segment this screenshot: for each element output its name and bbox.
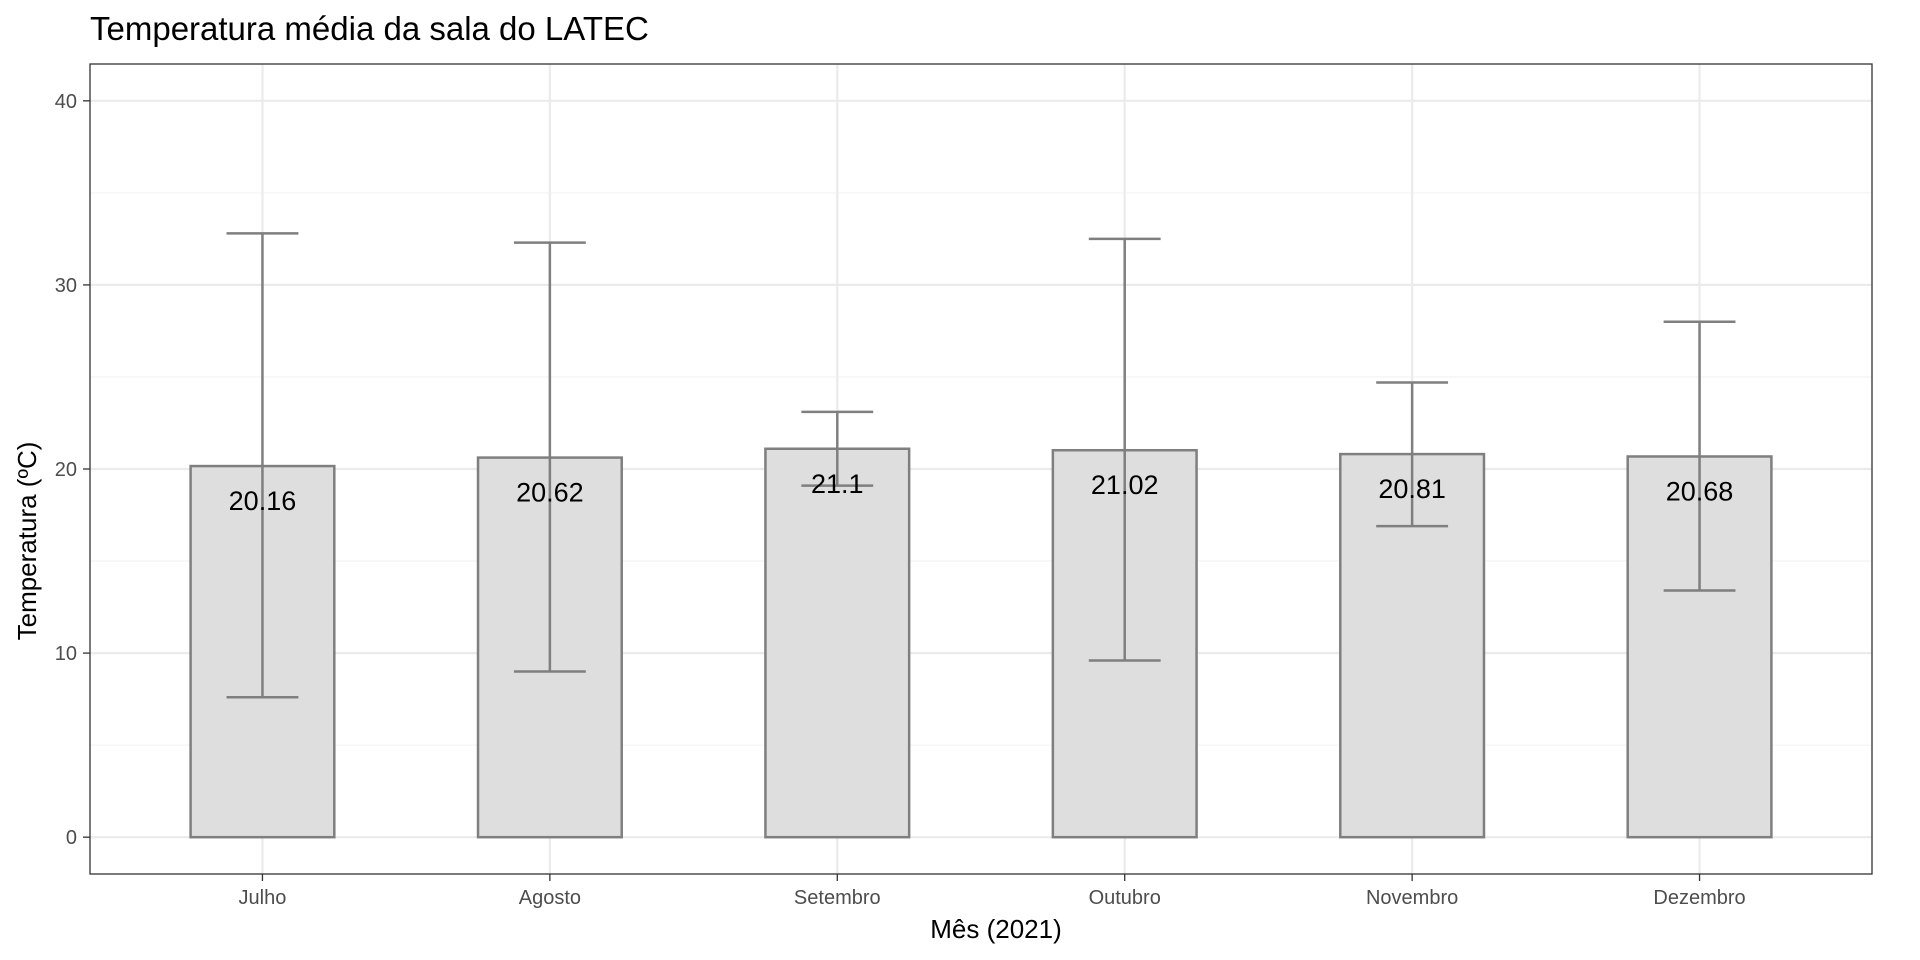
x-tick-label: Dezembro	[1653, 887, 1745, 909]
y-tick-label: 0	[66, 827, 77, 849]
x-tick-label: Outubro	[1089, 887, 1161, 909]
x-axis: Julho Agosto Setembro Outubro Novembro Dezemb…	[239, 874, 1746, 909]
error-bar	[1376, 381, 1449, 528]
error-bars	[226, 232, 1736, 699]
chart-title: Temperatura média da sala do LATEC	[90, 10, 649, 47]
y-tick-label: 10	[55, 643, 77, 665]
data-label: 20.68	[1666, 476, 1734, 506]
error-bar	[1663, 320, 1736, 592]
error-bar	[226, 232, 299, 699]
data-labels: 20.16 20.62 21.1 21.02 20.81 20.68	[229, 469, 1734, 516]
data-label: 21.1	[811, 469, 864, 499]
error-bar	[1088, 237, 1161, 662]
data-label: 20.81	[1378, 474, 1446, 504]
error-bar	[513, 241, 586, 673]
data-label: 20.62	[516, 478, 584, 508]
x-tick-label: Setembro	[794, 887, 881, 909]
y-tick-label: 20	[55, 459, 77, 481]
x-tick-label: Agosto	[519, 887, 581, 909]
error-bar	[801, 410, 874, 487]
y-tick-label: 30	[55, 275, 77, 297]
y-axis: 0 10 20 30 40	[55, 91, 90, 849]
bar-setembro	[764, 447, 911, 839]
x-tick-label: Novembro	[1366, 887, 1458, 909]
x-axis-title: Mês (2021)	[930, 914, 1062, 944]
data-label: 20.16	[229, 486, 297, 516]
bars	[189, 447, 1773, 839]
y-axis-title: Temperatura (ºC)	[12, 442, 42, 641]
y-tick-label: 40	[55, 91, 77, 113]
grid	[90, 64, 1872, 874]
data-label: 21.02	[1091, 470, 1159, 500]
x-tick-label: Julho	[239, 887, 287, 909]
